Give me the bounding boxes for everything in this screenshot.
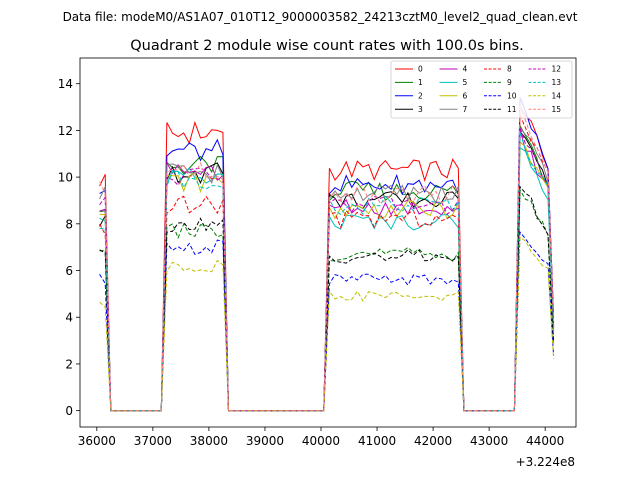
legend-label-6: 6: [463, 91, 468, 100]
x-tick-label: 40000: [302, 434, 340, 448]
y-tick-label: 10: [58, 171, 73, 185]
ticks-layer: 36000 37000 38000 39000 40000 41000 42000 43000…: [58, 77, 565, 448]
x-tick-label: 38000: [190, 434, 228, 448]
chart-title: Quadrant 2 module wise count rates with …: [130, 38, 524, 54]
legend-label-13: 13: [552, 78, 562, 87]
y-tick-label: 4: [65, 311, 73, 325]
legend-label-9: 9: [507, 78, 512, 87]
y-tick-label: 0: [65, 404, 73, 418]
x-tick-label: 44000: [526, 434, 564, 448]
figure-suptitle: Data file: modeM0/AS1A07_010T12_90000035…: [63, 10, 578, 24]
x-tick-label: 39000: [246, 434, 284, 448]
y-tick-label: 8: [65, 217, 73, 231]
y-tick-label: 2: [65, 357, 73, 371]
series-layer: [99, 97, 555, 412]
legend-label-10: 10: [507, 91, 517, 100]
x-offset-label: +3.224e8: [516, 455, 575, 469]
legend-label-2: 2: [418, 91, 423, 100]
x-tick-label: 36000: [78, 434, 116, 448]
legend-label-15: 15: [552, 105, 562, 114]
legend-label-12: 12: [552, 65, 562, 74]
legend-label-11: 11: [507, 105, 517, 114]
y-tick-label: 12: [58, 124, 73, 138]
legend-label-3: 3: [418, 105, 423, 114]
x-tick-label: 41000: [358, 434, 396, 448]
axes-frame: [79, 57, 577, 428]
y-tick-label: 6: [65, 264, 73, 278]
x-tick-label: 37000: [134, 434, 172, 448]
series-line-15: [99, 105, 555, 412]
legend-label-0: 0: [418, 65, 423, 74]
legend-label-14: 14: [552, 91, 562, 100]
legend-label-4: 4: [463, 65, 468, 74]
x-tick-label: 42000: [414, 434, 452, 448]
legend-label-8: 8: [507, 65, 512, 74]
legend-label-5: 5: [463, 78, 468, 87]
y-tick-label: 14: [58, 77, 73, 91]
legend-label-7: 7: [463, 105, 468, 114]
legend-label-1: 1: [418, 78, 423, 87]
x-tick-label: 43000: [470, 434, 508, 448]
legend-frame: [390, 60, 573, 119]
